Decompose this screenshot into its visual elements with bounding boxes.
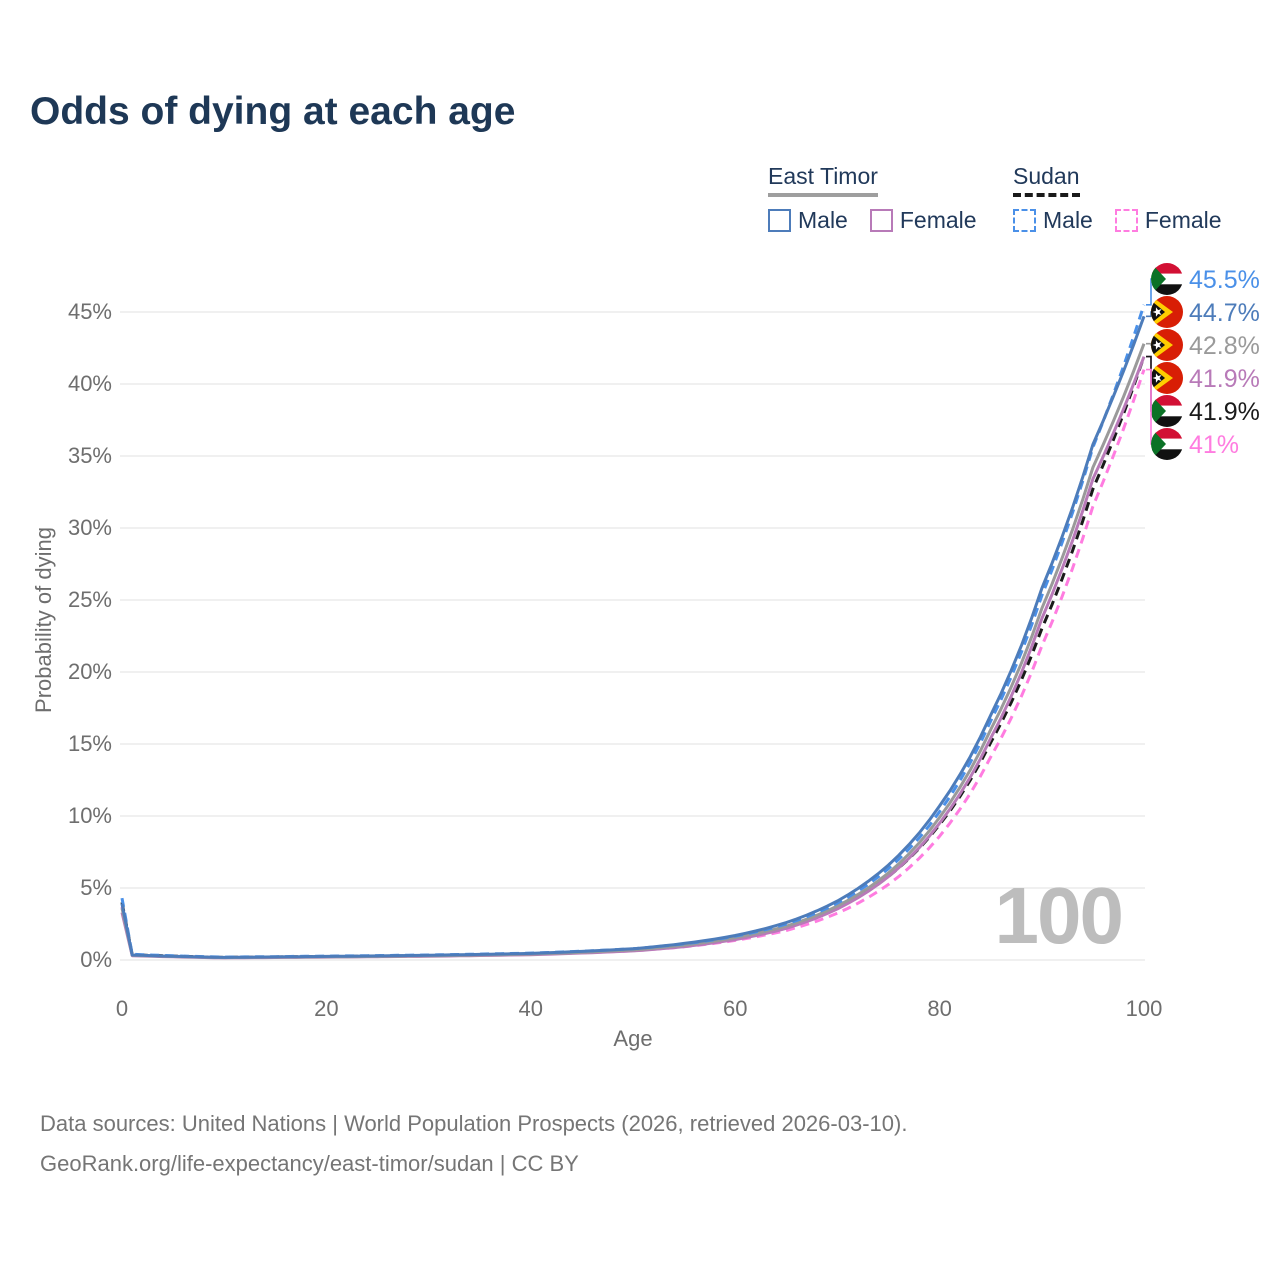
series-line-sudan-male[interactable] bbox=[120, 304, 1146, 959]
east-timor-flag-icon bbox=[1151, 362, 1183, 394]
gridlines bbox=[120, 311, 1145, 961]
x-tick-label: 40 bbox=[519, 996, 543, 1021]
sudan-male-swatch-icon bbox=[1013, 209, 1036, 232]
series-line-east-timor[interactable] bbox=[120, 343, 1146, 960]
data-sources-line: Data sources: United Nations | World Pop… bbox=[40, 1111, 908, 1136]
end-label-east-timor-male: 44.7% bbox=[1189, 299, 1260, 327]
sudan-flag-icon bbox=[1151, 428, 1183, 460]
y-tick-label: 40% bbox=[68, 371, 112, 396]
y-tick-label: 35% bbox=[68, 443, 112, 468]
sudan-female-swatch-icon bbox=[1114, 209, 1138, 232]
y-tick-label: 15% bbox=[68, 731, 112, 756]
page-title: Odds of dying at each age bbox=[30, 90, 516, 133]
series-line-sudan-female[interactable] bbox=[120, 369, 1146, 960]
y-tick-label: 20% bbox=[68, 659, 112, 684]
series-line-east-timor-male[interactable] bbox=[120, 315, 1146, 959]
east-timor-female-swatch-icon bbox=[869, 209, 893, 232]
end-labels: 45.5% 44.7% 42.8% 41.9% 41.9% 41% bbox=[1146, 263, 1260, 460]
legend-group-east-timor: East Timor Male Female bbox=[768, 163, 977, 234]
legend-group-sudan: Sudan Male Female bbox=[1013, 163, 1222, 234]
legend-country-east-timor[interactable]: East Timor bbox=[768, 163, 878, 197]
footer: Data sources: United Nations | World Pop… bbox=[40, 1104, 907, 1184]
x-tick-label: 60 bbox=[723, 996, 747, 1021]
east-timor-male-swatch-icon bbox=[768, 209, 791, 232]
legend-item-east-timor-female[interactable]: Female bbox=[869, 207, 977, 234]
legend-item-sudan-male[interactable]: Male bbox=[1013, 207, 1093, 234]
y-axis-title: Probability of dying bbox=[31, 527, 56, 713]
x-tick-label: 20 bbox=[314, 996, 338, 1021]
x-tick-label: 0 bbox=[116, 996, 128, 1021]
y-tick-label: 10% bbox=[68, 803, 112, 828]
x-axis-title: Age bbox=[613, 1026, 653, 1051]
y-tick-label: 45% bbox=[68, 299, 112, 324]
end-label-sudan: 41.9% bbox=[1189, 398, 1260, 426]
y-tick-label: 25% bbox=[68, 587, 112, 612]
y-tick-label: 0% bbox=[80, 947, 112, 972]
attribution-line: GeoRank.org/life-expectancy/east-timor/s… bbox=[40, 1151, 579, 1176]
legend-item-label: Male bbox=[798, 207, 848, 233]
legend-item-east-timor-male[interactable]: Male bbox=[768, 207, 848, 234]
axis-tick-labels: 0% 5% 10% 15% 20% 25% 30% 35% 40% 45% 0 20 40 60 80 100 bbox=[68, 299, 1162, 1021]
end-label-east-timor: 42.8% bbox=[1189, 332, 1260, 360]
x-tick-label: 100 bbox=[1126, 996, 1163, 1021]
legend-country-sudan[interactable]: Sudan bbox=[1013, 163, 1080, 197]
x-tick-label: 80 bbox=[927, 996, 951, 1021]
end-label-sudan-female: 41% bbox=[1189, 431, 1239, 459]
east-timor-flag-icon bbox=[1151, 329, 1183, 361]
legend-item-sudan-female[interactable]: Female bbox=[1114, 207, 1222, 234]
series-line-sudan[interactable] bbox=[120, 356, 1146, 959]
y-tick-label: 30% bbox=[68, 515, 112, 540]
legend-item-label: Male bbox=[1043, 207, 1093, 233]
series-lines bbox=[120, 304, 1146, 960]
sudan-flag-icon bbox=[1151, 395, 1183, 427]
end-label-east-timor-female: 41.9% bbox=[1189, 365, 1260, 393]
series-line-east-timor-female[interactable] bbox=[120, 356, 1146, 960]
legend-item-label: Female bbox=[1144, 207, 1222, 233]
legend-item-label: Female bbox=[899, 207, 977, 233]
east-timor-flag-icon bbox=[1151, 296, 1183, 328]
y-tick-label: 5% bbox=[80, 875, 112, 900]
age-cursor-watermark: 100 bbox=[994, 871, 1124, 960]
end-label-sudan-male: 45.5% bbox=[1189, 266, 1260, 294]
sudan-flag-icon bbox=[1151, 263, 1183, 295]
